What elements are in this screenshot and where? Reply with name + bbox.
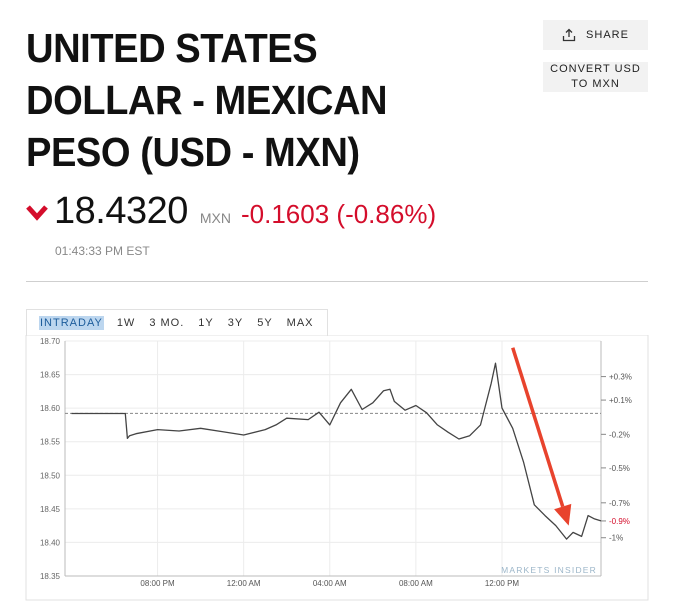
right-axis-label: -0.7%: [609, 499, 630, 508]
tab-5y[interactable]: 5Y: [257, 317, 273, 329]
tab-max[interactable]: MAX: [286, 317, 314, 329]
chart-frame: [25, 335, 649, 601]
intraday-chart: 18.35 18.40 18.45 18.50 18.55 18.60 18.65 18.70…: [25, 335, 649, 601]
x-tick-label: 08:00 AM: [399, 579, 433, 588]
right-axis-label: -0.5%: [609, 464, 630, 473]
x-tick-label: 12:00 AM: [227, 579, 261, 588]
tab-intraday[interactable]: INTRADAY: [39, 316, 104, 330]
price-change: -0.1603 (-0.86%): [241, 199, 437, 229]
convert-label: CONVERT USD TO MXN: [550, 63, 641, 90]
y-tick-label: 18.55: [40, 438, 61, 447]
quote-row: 18.4320 MXN -0.1603 (-0.86%): [26, 190, 436, 234]
annotation-arrow-head: [554, 503, 572, 526]
tab-1y[interactable]: 1Y: [198, 317, 214, 329]
x-tick-label: 12:00 PM: [485, 579, 520, 588]
y-tick-label: 18.65: [40, 371, 61, 380]
right-axis-label: +0.3%: [609, 373, 632, 382]
currency-code: MXN: [199, 210, 231, 226]
right-axis-label: -0.2%: [609, 430, 630, 439]
divider: [26, 281, 648, 282]
page-title: UNITED STATES DOLLAR - MEXICAN PESO (USD…: [26, 22, 435, 178]
title-line: PESO (USD - MXN): [26, 129, 360, 175]
convert-currency-button[interactable]: CONVERT USD TO MXN: [543, 62, 648, 92]
share-button[interactable]: SHARE: [543, 20, 648, 50]
tab-3mo[interactable]: 3 MO.: [149, 317, 185, 329]
timeframe-tabs: INTRADAY 1W 3 MO. 1Y 3Y 5Y MAX: [26, 309, 328, 336]
tab-3y[interactable]: 3Y: [227, 317, 244, 329]
share-icon: [562, 28, 576, 42]
current-price: 18.4320: [54, 190, 188, 232]
x-tick-label: 04:00 AM: [313, 579, 347, 588]
y-tick-label: 18.50: [40, 471, 61, 480]
y-tick-label: 18.35: [40, 572, 61, 581]
y-tick-label: 18.45: [40, 505, 61, 514]
title-line: UNITED STATES: [26, 25, 318, 71]
price-series-line: [71, 362, 602, 540]
annotation-arrow-shaft: [511, 347, 565, 508]
y-tick-label: 18.40: [40, 538, 61, 547]
right-axis-label: -1%: [609, 534, 623, 543]
y-tick-label: 18.60: [40, 404, 61, 413]
right-axis-label: -0.9%: [609, 517, 630, 526]
share-label: SHARE: [586, 29, 629, 41]
quote-timestamp: 01:43:33 PM EST: [55, 244, 150, 258]
x-tick-label: 08:00 PM: [140, 579, 175, 588]
right-axis-label: +0.1%: [609, 396, 632, 405]
title-line: DOLLAR - MEXICAN: [26, 77, 388, 123]
down-arrow-icon: [26, 205, 48, 221]
markets-insider-watermark: MARKETS INSIDER: [501, 565, 597, 575]
tab-1w[interactable]: 1W: [116, 317, 136, 329]
y-tick-label: 18.70: [40, 337, 61, 346]
